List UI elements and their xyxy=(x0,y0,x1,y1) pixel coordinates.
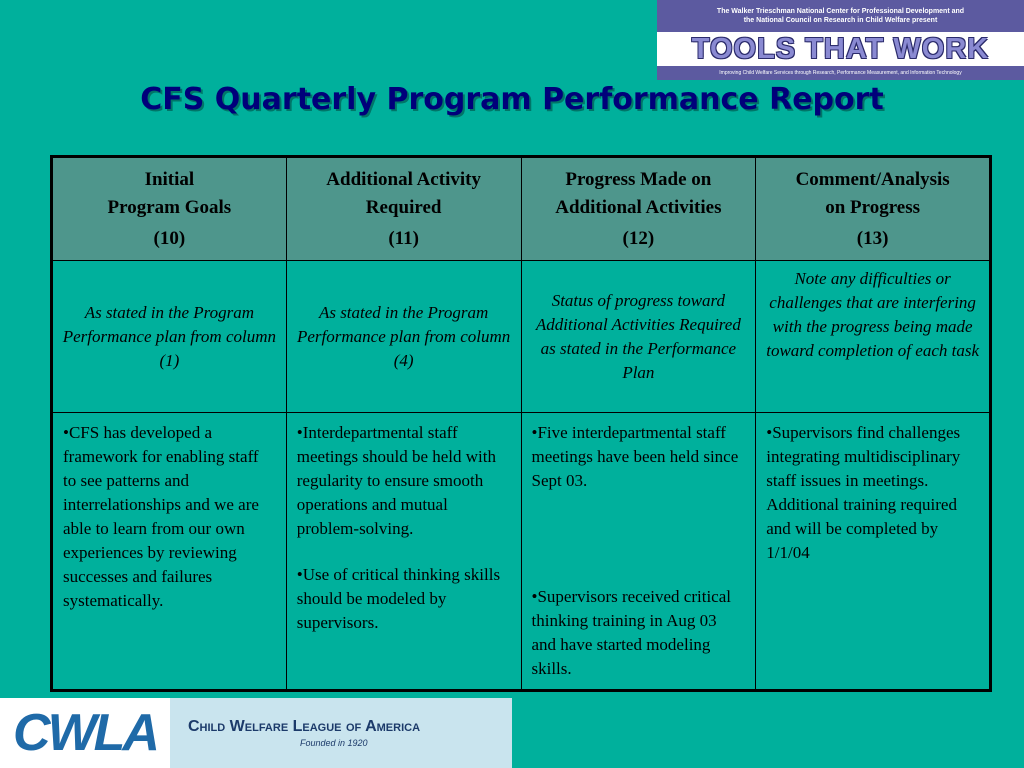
cwla-logo-mark: CWLA xyxy=(13,704,160,762)
header-progress-made: Progress Made on Additional Activities (… xyxy=(520,156,757,261)
cell-paragraph: •Interdepartmental staff meetings should… xyxy=(296,423,497,538)
header-comment-analysis: Comment/Analysis on Progress (13) xyxy=(755,156,991,261)
banner-presenter-line-1: The Walker Trieschman National Center fo… xyxy=(716,8,965,15)
cell-paragraph: •Five interdepartmental staff meetings h… xyxy=(531,423,739,490)
cwla-organization-name: Child Welfare League of America xyxy=(188,718,421,735)
header-additional-activity-required: Additional Activity Required (11) xyxy=(285,156,522,261)
performance-report-table: Initial Program Goals (10) Additional Ac… xyxy=(50,155,992,692)
cwla-logo: CWLA Child Welfare League of America Fou… xyxy=(0,698,512,768)
banner-tagline: Improving Child Welfare Services through… xyxy=(657,66,1024,80)
cwla-founded-text: Founded in 1920 xyxy=(300,738,368,748)
table-cell: As stated in the Program Performance pla… xyxy=(51,260,287,413)
table-cell: Note any difficulties or challenges that… xyxy=(755,260,991,413)
table-row: •CFS has developed a framework for enabl… xyxy=(51,412,991,691)
banner-headline: TOOLS THAT WORK xyxy=(691,32,990,65)
banner-presenter-line-2: the National Council on Research in Chil… xyxy=(743,17,938,24)
table-cell: •Interdepartmental staff meetings should… xyxy=(285,412,522,691)
cwla-logo-text: Child Welfare League of America Founded … xyxy=(170,698,512,768)
table-cell: •Supervisors find challenges integrating… xyxy=(755,412,991,691)
table-cell: Status of progress toward Additional Act… xyxy=(520,260,757,413)
cell-paragraph: •Use of critical thinking skills should … xyxy=(296,565,501,632)
cell-paragraph: •CFS has developed a framework for enabl… xyxy=(63,423,259,610)
table-description-row: As stated in the Program Performance pla… xyxy=(51,260,991,413)
banner-presenter-text: The Walker Trieschman National Center fo… xyxy=(657,0,1024,32)
table-header-row: Initial Program Goals (10) Additional Ac… xyxy=(51,156,991,261)
cell-paragraph: •Supervisors received critical thinking … xyxy=(531,587,731,678)
table-cell: •CFS has developed a framework for enabl… xyxy=(51,412,287,691)
tools-that-work-banner: The Walker Trieschman National Center fo… xyxy=(657,0,1024,80)
table-cell: •Five interdepartmental staff meetings h… xyxy=(520,412,757,691)
header-initial-program-goals: Initial Program Goals (10) xyxy=(51,156,287,261)
cell-paragraph: •Supervisors find challenges integrating… xyxy=(766,423,961,562)
table-cell: As stated in the Program Performance pla… xyxy=(285,260,522,413)
page-title: CFS Quarterly Program Performance Report xyxy=(140,82,884,117)
